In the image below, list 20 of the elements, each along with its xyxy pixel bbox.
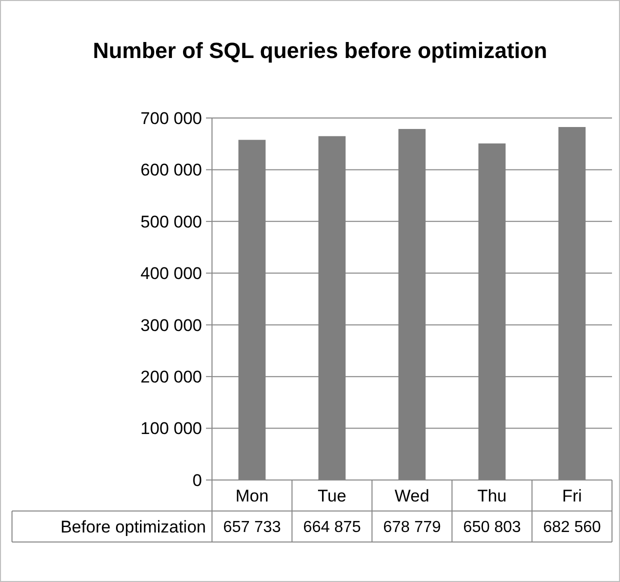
data-label: 678 779 (383, 519, 442, 536)
data-label: 650 803 (463, 519, 522, 536)
data-label: 664 875 (303, 519, 362, 536)
x-tick-label: Wed (394, 486, 430, 506)
y-tick-label: 700 000 (140, 108, 202, 128)
y-tick-label: 200 000 (140, 368, 202, 387)
y-tick-label: 0 (192, 470, 202, 490)
y-tick-label: 400 000 (140, 264, 202, 284)
x-tick-label: Tue (318, 486, 346, 506)
y-tick-label: 600 000 (140, 160, 202, 180)
data-label: 657 733 (223, 519, 282, 536)
x-tick-label: Fri (562, 486, 582, 506)
text: Before optimization (60, 517, 206, 536)
data-label: 682 560 (543, 519, 602, 536)
chart-title: Number of SQL queries before optimization (92, 38, 548, 63)
y-tick-label: 300 000 (140, 316, 202, 335)
y-tick-label: 100 000 (140, 419, 202, 438)
x-tick-label: Thu (477, 486, 507, 506)
x-tick-label: Mon (235, 486, 269, 506)
y-tick-label: 500 000 (140, 212, 202, 232)
